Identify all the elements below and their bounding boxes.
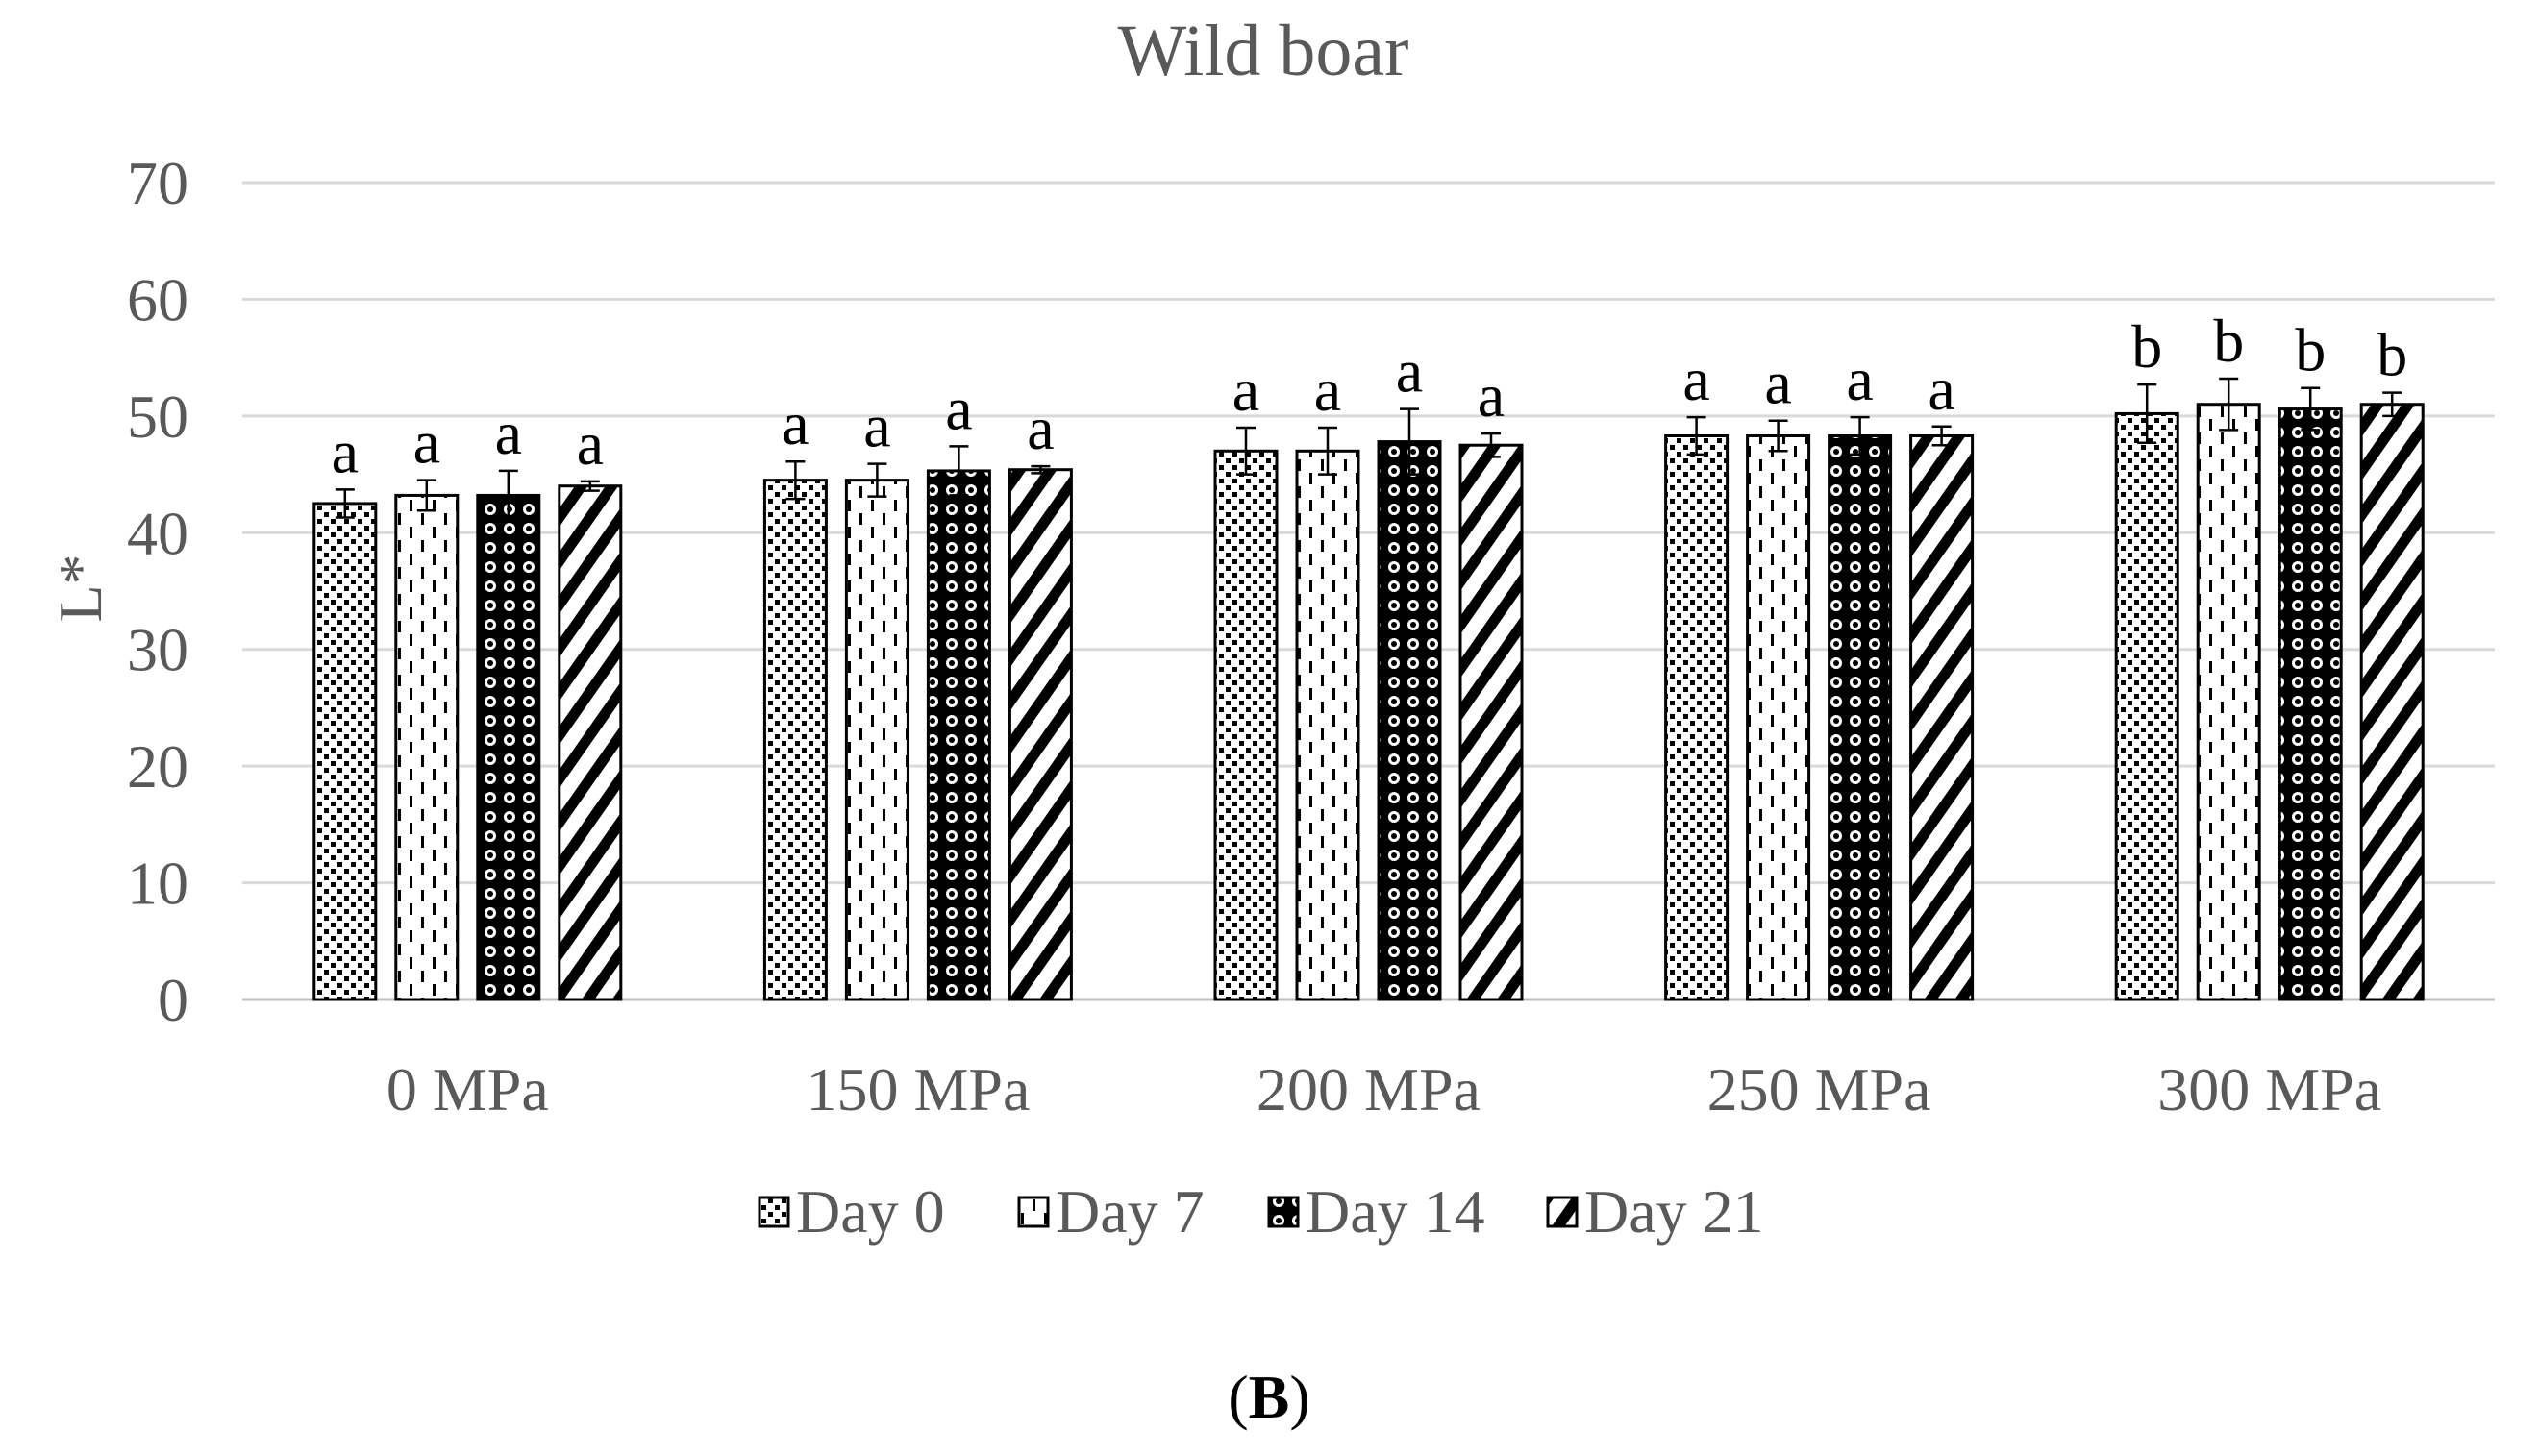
- error-bar: [1236, 426, 1256, 476]
- x-category-label: 150 MPa: [806, 1055, 1030, 1123]
- legend: Day 0 Day 7 Day 14 Day 21: [758, 1177, 1764, 1246]
- bar-day-7-300-mpa: [2196, 403, 2261, 1001]
- y-tick-label: 30: [127, 616, 188, 684]
- bar-day-7-200-mpa: [1295, 449, 1360, 1001]
- panel-label-open: (: [1228, 1363, 1248, 1431]
- y-tick-label: 70: [127, 149, 188, 217]
- significance-label: a: [1478, 361, 1505, 430]
- x-category-label: 0 MPa: [386, 1055, 549, 1123]
- bar-day-0-300-mpa: [2114, 411, 2179, 1001]
- error-bar: [580, 480, 600, 492]
- legend-swatch: [1267, 1196, 1300, 1228]
- bar-day-0-200-mpa: [1213, 449, 1279, 1001]
- error-bar: [867, 462, 887, 498]
- error-bar: [1400, 407, 1419, 476]
- error-bar: [949, 445, 969, 497]
- error-bar: [2219, 377, 2239, 432]
- significance-label: a: [1027, 394, 1054, 462]
- significance-label: b: [2295, 316, 2326, 384]
- panel-label: (B): [1228, 1363, 1309, 1431]
- error-bar: [2137, 383, 2157, 445]
- significance-label: b: [2213, 307, 2244, 375]
- bar-day-7-0-mpa: [394, 493, 460, 1001]
- x-axis-categories: 0 MPa 150 MPa 200 MPa 250 MPa 300 MPa: [386, 1055, 2381, 1123]
- legend-label: Day 21: [1584, 1177, 1764, 1246]
- significance-label: a: [1232, 356, 1259, 424]
- significance-label: a: [945, 374, 972, 442]
- chart-title: Wild boar: [1118, 11, 1409, 91]
- significance-label: b: [2377, 321, 2407, 389]
- bar-day-0-250-mpa: [1664, 434, 1730, 1001]
- error-bar: [2382, 391, 2402, 418]
- error-bar: [1850, 415, 1870, 457]
- bar-day-21-250-mpa: [1909, 434, 1975, 1001]
- bar-day-14-300-mpa: [2278, 407, 2343, 1001]
- legend-swatch: [1546, 1196, 1579, 1228]
- legend-label: Day 7: [1056, 1177, 1205, 1246]
- legend-swatch: [758, 1196, 790, 1228]
- error-bar: [785, 459, 806, 501]
- x-category-label: 250 MPa: [1707, 1055, 1931, 1123]
- significance-label: a: [863, 392, 890, 460]
- bar-day-21-0-mpa: [558, 484, 623, 1001]
- y-axis-title: L*: [46, 554, 114, 622]
- panel-label-close: ): [1289, 1363, 1309, 1431]
- error-bar: [498, 469, 518, 522]
- bar-day-0-0-mpa: [312, 502, 378, 1001]
- bar-day-7-150-mpa: [844, 479, 909, 1001]
- y-tick-label: 60: [127, 265, 188, 333]
- y-tick-label: 50: [127, 383, 188, 451]
- y-axis-ticks: 0 10 20 30 40 50 60 70: [127, 149, 188, 1034]
- significance-label: a: [1314, 356, 1341, 424]
- significance-label: a: [1764, 349, 1791, 417]
- bar-day-7-250-mpa: [1746, 434, 1811, 1001]
- significance-label: a: [1396, 337, 1423, 406]
- significance-label: a: [577, 409, 604, 478]
- significance-label: a: [1682, 345, 1709, 413]
- error-bar: [1768, 419, 1788, 453]
- bar-day-21-300-mpa: [2359, 403, 2425, 1001]
- error-bar: [335, 488, 355, 519]
- error-bar: [1931, 425, 1952, 447]
- legend-item-day-7: Day 7: [1017, 1177, 1205, 1246]
- legend-label: Day 0: [796, 1177, 945, 1246]
- legend-item-day-14: Day 14: [1267, 1177, 1485, 1246]
- error-bar: [1686, 415, 1706, 457]
- legend-label: Day 14: [1306, 1177, 1485, 1246]
- y-tick-label: 20: [127, 732, 188, 801]
- significance-label: a: [1928, 355, 1954, 423]
- bar-day-14-150-mpa: [926, 469, 991, 1001]
- legend-item-day-21: Day 21: [1546, 1177, 1764, 1246]
- x-category-label: 300 MPa: [2157, 1055, 2381, 1123]
- legend-item-day-0: Day 0: [758, 1177, 945, 1246]
- error-bar: [1481, 432, 1501, 458]
- y-tick-label: 40: [127, 499, 188, 567]
- bars-layer: a a a a a a a aa a a a a a a ab b b b: [312, 307, 2425, 1001]
- error-bar: [1318, 426, 1337, 476]
- significance-label: a: [495, 399, 522, 467]
- bar-day-14-250-mpa: [1828, 434, 1893, 1001]
- y-tick-label: 0: [158, 966, 188, 1034]
- significance-label: a: [1846, 345, 1873, 413]
- error-bar: [1031, 464, 1051, 475]
- significance-label: b: [2131, 312, 2162, 381]
- legend-swatch: [1017, 1196, 1050, 1228]
- x-category-label: 200 MPa: [1257, 1055, 1481, 1123]
- bar-day-21-200-mpa: [1458, 443, 1524, 1001]
- bar-day-14-200-mpa: [1377, 440, 1442, 1001]
- bar-day-14-0-mpa: [476, 493, 541, 1001]
- significance-label: a: [413, 408, 440, 477]
- y-tick-label: 10: [127, 850, 188, 918]
- significance-label: a: [782, 389, 809, 457]
- significance-label: a: [332, 417, 359, 485]
- bar-day-0-150-mpa: [762, 479, 828, 1001]
- error-bar: [416, 479, 436, 512]
- panel-label-letter: B: [1249, 1363, 1290, 1431]
- bar-day-21-150-mpa: [1008, 468, 1073, 1001]
- error-bar: [2301, 386, 2321, 432]
